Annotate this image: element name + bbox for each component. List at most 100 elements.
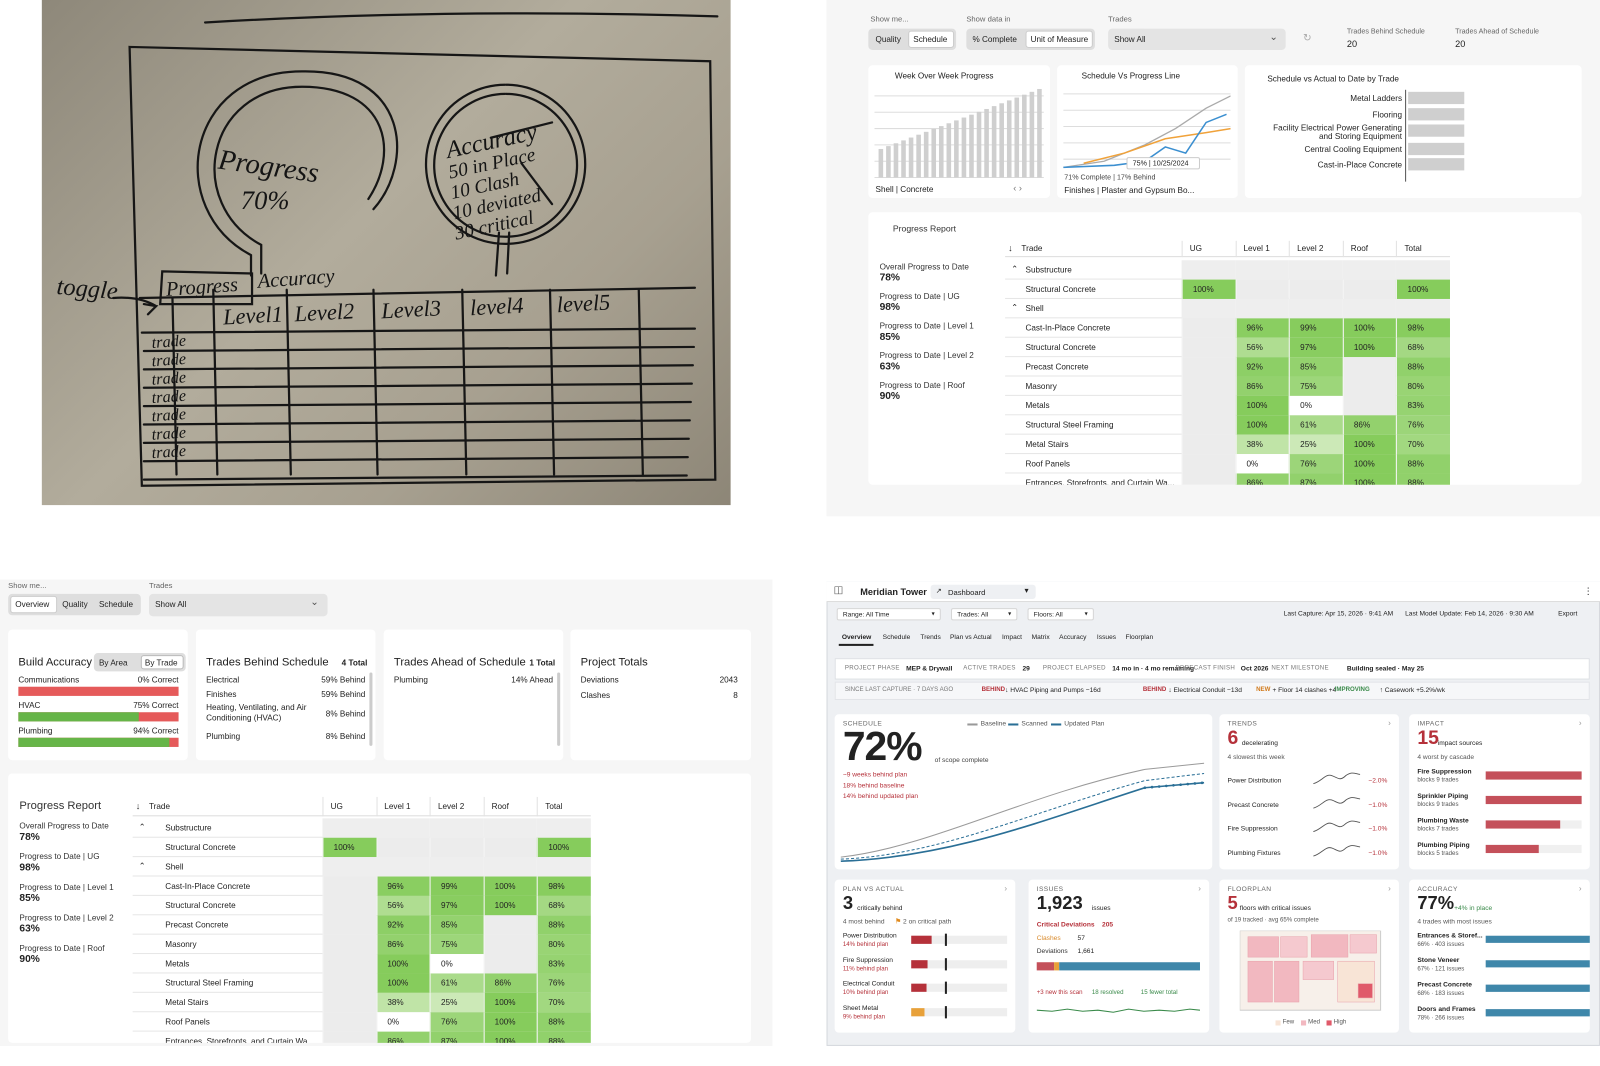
heat-cell: 98% <box>1396 318 1450 338</box>
tab[interactable]: Plan vs Actual <box>949 633 992 641</box>
filter-dropdown[interactable]: Range: All Time ▾ <box>836 608 941 621</box>
phase-label: ACTIVE TRADES <box>963 665 1016 672</box>
tab[interactable]: Issues <box>1096 633 1117 641</box>
card-subtitle: 2 on critical path <box>903 918 952 926</box>
segment-option[interactable]: Quality <box>875 34 901 44</box>
cell-value: 76% <box>548 978 565 988</box>
filter-dropdown[interactable]: Floors: All ▾ <box>1027 608 1094 621</box>
legend-label: Baseline <box>980 720 1007 728</box>
filter-label: Trades <box>1108 14 1132 24</box>
floor-zone <box>1310 934 1349 958</box>
handwriting: level5 <box>556 289 611 317</box>
heat-cell: 70% <box>537 992 591 1013</box>
trades-dropdown[interactable]: Show All ⌄ <box>148 593 328 617</box>
phase-label: FORECAST FINISH <box>1175 665 1236 672</box>
headline-value: 5 <box>1227 892 1238 914</box>
heat-cell: 97% <box>429 895 484 916</box>
meta-text: Last Model Update: Feb 14, 2026 · 9:30 A… <box>1405 610 1534 618</box>
handwriting: trade <box>151 422 187 443</box>
heat-cell <box>537 857 591 877</box>
summary-value: 78% <box>879 272 901 284</box>
heat-cell: 85% <box>1288 357 1343 377</box>
filter-dropdown[interactable]: Trades: All ▾ <box>951 608 1018 621</box>
segment-option[interactable]: Quality <box>62 599 88 610</box>
open-icon: › <box>1388 718 1391 728</box>
chevron: ▾ <box>1024 585 1029 595</box>
tab[interactable]: Accuracy <box>1059 633 1087 641</box>
scan-point <box>1193 782 1197 785</box>
view-dropdown[interactable]: ↗ Dashboard ▾ <box>930 584 1036 599</box>
handwriting: trade <box>151 404 187 425</box>
segment-option[interactable]: Unit of Measure <box>1030 34 1089 44</box>
filter-label: Show me... <box>870 14 909 24</box>
heat-cell <box>376 837 430 858</box>
tab[interactable]: Trends <box>920 633 941 641</box>
sparkline <box>1313 796 1361 809</box>
heat-cell: 0% <box>376 1012 430 1032</box>
segment-option[interactable]: Schedule <box>913 34 948 44</box>
column-cell <box>376 796 430 817</box>
bar <box>1006 100 1012 178</box>
row-label: Sheet Metal <box>842 1004 879 1012</box>
tab[interactable]: Schedule <box>882 633 911 641</box>
heat-cell <box>483 954 538 974</box>
cell-value: 98% <box>1407 323 1424 333</box>
heat-cell <box>376 818 430 838</box>
summary-label: Progress to Date | UG <box>879 291 960 302</box>
heat-cell: 80% <box>1396 376 1450 396</box>
tab[interactable]: Matrix <box>1031 633 1050 641</box>
cell-value: 100% <box>1353 478 1375 485</box>
heat-cell <box>1342 298 1397 319</box>
filter-value: Range: All Time <box>842 611 890 619</box>
tab[interactable]: Impact <box>1002 633 1022 641</box>
menu-icon: ⋮ <box>1583 585 1593 596</box>
bar <box>18 737 169 747</box>
cell-value: 76% <box>1300 459 1317 469</box>
segment-option[interactable]: By Trade <box>144 658 178 668</box>
heat-cell: 87% <box>429 1031 484 1043</box>
trades-dropdown[interactable]: Show All ⌄ <box>1108 28 1286 50</box>
heat-cell: 86% <box>483 973 538 993</box>
pen-stroke <box>112 296 159 316</box>
segment-option[interactable]: Overview <box>15 599 50 610</box>
row-value: 2043 <box>719 675 738 685</box>
column-cell <box>537 796 591 817</box>
heat-cell <box>1235 279 1289 299</box>
heat-cell <box>1235 260 1289 280</box>
phase-bar <box>834 658 1590 680</box>
trade-label: Structural Steel Framing <box>1025 420 1114 430</box>
card-subtitle: 4 trades with most issues <box>1417 918 1492 926</box>
cell-value: 86% <box>1353 420 1371 430</box>
heat-cell <box>1288 298 1343 319</box>
heat-cell <box>1342 376 1397 396</box>
breakdown-value: 57 <box>1077 934 1085 942</box>
heat-cell <box>483 837 538 858</box>
tab[interactable]: Overview <box>841 633 872 641</box>
heat-cell: 88% <box>1396 357 1450 377</box>
trade-label: Structural Concrete <box>165 901 236 911</box>
row-value: −2.0% <box>1368 777 1388 785</box>
bar <box>1408 124 1465 137</box>
cell-value: 0% <box>387 1017 400 1027</box>
cell-value: 83% <box>1407 401 1424 411</box>
tab[interactable]: Floorplan <box>1125 633 1154 641</box>
row-value: 14% Ahead <box>511 675 554 685</box>
heat-cell: 92% <box>376 915 430 935</box>
export-button[interactable]: Export <box>1558 610 1578 618</box>
cell-value: 88% <box>1407 459 1424 469</box>
heat-cell <box>483 915 538 935</box>
bar <box>999 103 1004 178</box>
heat-cell: 100% <box>483 1031 538 1043</box>
heat-cell: 61% <box>429 973 484 993</box>
tooltip: 75% | 10/25/2024 <box>1126 157 1200 170</box>
segment-option[interactable]: % Complete <box>972 34 1017 44</box>
sparkline-path <box>1036 1008 1200 1013</box>
filter-value: Trades: All <box>957 611 989 619</box>
heat-cell: 61% <box>1288 415 1343 435</box>
segment-option[interactable]: Schedule <box>98 599 134 610</box>
issues-card: ISSUES › 1,923 issues Critical Deviations 205… <box>1028 879 1210 1033</box>
segment-option[interactable]: By Area <box>98 658 128 668</box>
table-header <box>1005 241 1450 258</box>
heat-cell: 80% <box>537 934 591 955</box>
build-accuracy-card: Build Accuracy By Area By Trade Communicati… <box>8 629 188 761</box>
